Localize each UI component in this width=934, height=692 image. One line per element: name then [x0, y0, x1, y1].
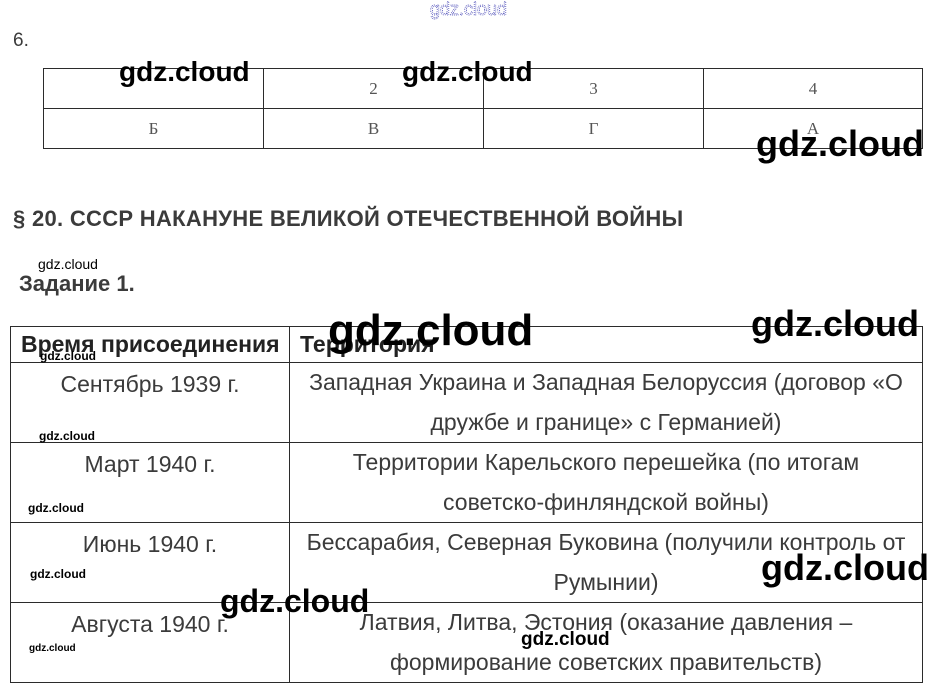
svg-text:gdz.cloud: gdz.cloud	[430, 0, 507, 19]
